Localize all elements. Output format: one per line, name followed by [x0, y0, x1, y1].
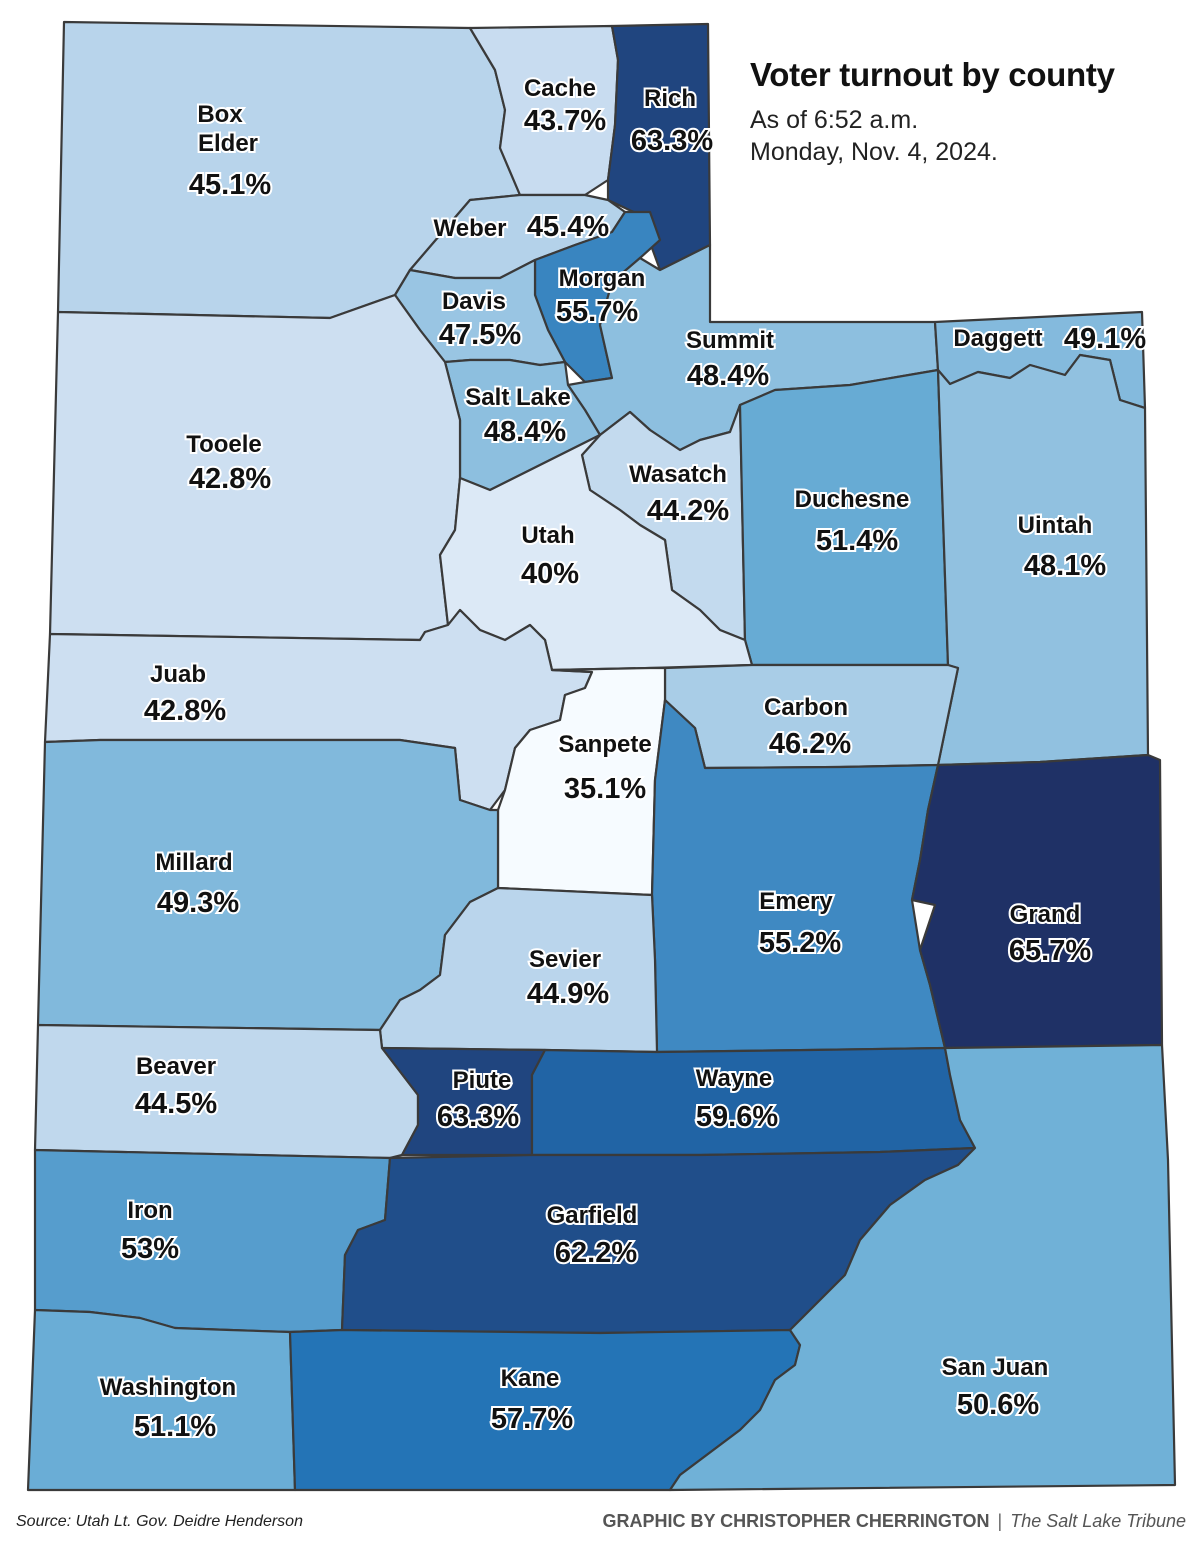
county-value-utah: 40%	[521, 558, 579, 590]
county-value-grand: 65.7%	[1009, 935, 1091, 967]
county-value-weber: 45.4%	[527, 211, 609, 243]
county-value-rich: 63.3%	[631, 125, 713, 157]
county-washington[interactable]	[26, 1308, 297, 1492]
county-label-summit: Summit	[686, 327, 774, 354]
county-value-morgan: 55.7%	[556, 296, 638, 328]
graphic-credit: GRAPHIC BY CHRISTOPHER CHERRINGTON	[602, 1511, 990, 1531]
credit-line: GRAPHIC BY CHRISTOPHER CHERRINGTON | The S…	[603, 1511, 1187, 1532]
county-value-carbon: 46.2%	[769, 728, 851, 760]
county-label-millard: Millard	[155, 849, 232, 876]
county-label-sevier: Sevier	[529, 946, 601, 973]
county-label-beaver: Beaver	[136, 1053, 216, 1080]
county-value-garfield: 62.2%	[555, 1237, 637, 1269]
county-label-rich: Rich	[644, 85, 696, 112]
county-label-san-juan: San Juan	[942, 1354, 1049, 1381]
county-value-salt-lake: 48.4%	[484, 416, 566, 448]
county-value-cache: 43.7%	[524, 105, 606, 137]
credit-separator: |	[997, 1511, 1003, 1531]
county-grand[interactable]	[910, 753, 1164, 1050]
county-label-iron: Iron	[127, 1197, 172, 1224]
county-value-iron: 53%	[121, 1233, 179, 1265]
county-value-davis: 47.5%	[439, 319, 521, 351]
county-label-uintah: Uintah	[1018, 512, 1093, 539]
subtitle-time: As of 6:52 a.m.	[750, 106, 919, 134]
title-block: Voter turnout by county As of 6:52 a.m. …	[750, 56, 1115, 168]
publication-name: The Salt Lake Tribune	[1010, 1511, 1186, 1531]
subtitle-date: Monday, Nov. 4, 2024.	[750, 138, 998, 166]
county-value-summit: 48.4%	[687, 360, 769, 392]
county-label-carbon: Carbon	[764, 694, 848, 721]
county-label-davis: Davis	[442, 288, 506, 315]
county-label-box-elder-line2: Elder	[198, 130, 258, 157]
county-label-cache: Cache	[524, 75, 596, 102]
county-label-washington: Washington	[100, 1374, 236, 1401]
county-label-tooele: Tooele	[186, 431, 262, 458]
county-value-tooele: 42.8%	[189, 463, 271, 495]
county-label-kane: Kane	[501, 1365, 560, 1392]
county-label-sanpete: Sanpete	[558, 731, 651, 758]
county-label-wasatch: Wasatch	[629, 461, 727, 488]
county-value-kane: 57.7%	[491, 1403, 573, 1435]
county-value-washington: 51.1%	[134, 1411, 216, 1443]
county-iron[interactable]	[33, 1148, 392, 1334]
county-label-duchesne: Duchesne	[795, 486, 910, 513]
county-value-beaver: 44.5%	[135, 1088, 217, 1120]
county-value-emery: 55.2%	[759, 927, 841, 959]
county-label-daggett: Daggett	[953, 325, 1042, 352]
county-label-emery: Emery	[759, 888, 833, 915]
county-value-sanpete: 35.1%	[564, 773, 646, 805]
county-label-juab: Juab	[150, 661, 206, 688]
county-value-millard: 49.3%	[157, 887, 239, 919]
county-label-salt-lake: Salt Lake	[465, 384, 570, 411]
county-value-sevier: 44.9%	[527, 978, 609, 1010]
county-value-box-elder: 45.1%	[189, 169, 271, 201]
county-label-box-elder: Box	[197, 101, 243, 128]
county-san-juan[interactable]	[668, 1043, 1177, 1492]
county-value-uintah: 48.1%	[1024, 550, 1106, 582]
county-sanpete[interactable]	[496, 666, 667, 897]
chart-title: Voter turnout by county	[750, 56, 1115, 93]
county-value-piute: 63.3%	[437, 1101, 519, 1133]
county-label-morgan: Morgan	[559, 265, 646, 292]
county-beaver[interactable]	[33, 1023, 420, 1160]
county-label-garfield: Garfield	[547, 1202, 638, 1229]
county-value-wasatch: 44.2%	[647, 495, 729, 527]
county-label-wayne: Wayne	[696, 1065, 772, 1092]
county-value-wayne: 59.6%	[696, 1101, 778, 1133]
county-value-juab: 42.8%	[144, 695, 226, 727]
county-label-utah: Utah	[521, 522, 574, 549]
county-value-daggett: 49.1%	[1064, 323, 1146, 355]
county-value-duchesne: 51.4%	[816, 525, 898, 557]
source-note: Source: Utah Lt. Gov. Deidre Henderson	[16, 1513, 303, 1530]
county-value-san-juan: 50.6%	[957, 1389, 1039, 1421]
county-label-weber: Weber	[434, 215, 507, 242]
county-label-piute: Piute	[453, 1067, 512, 1094]
county-label-grand: Grand	[1010, 901, 1081, 928]
county-duchesne[interactable]	[738, 368, 950, 667]
